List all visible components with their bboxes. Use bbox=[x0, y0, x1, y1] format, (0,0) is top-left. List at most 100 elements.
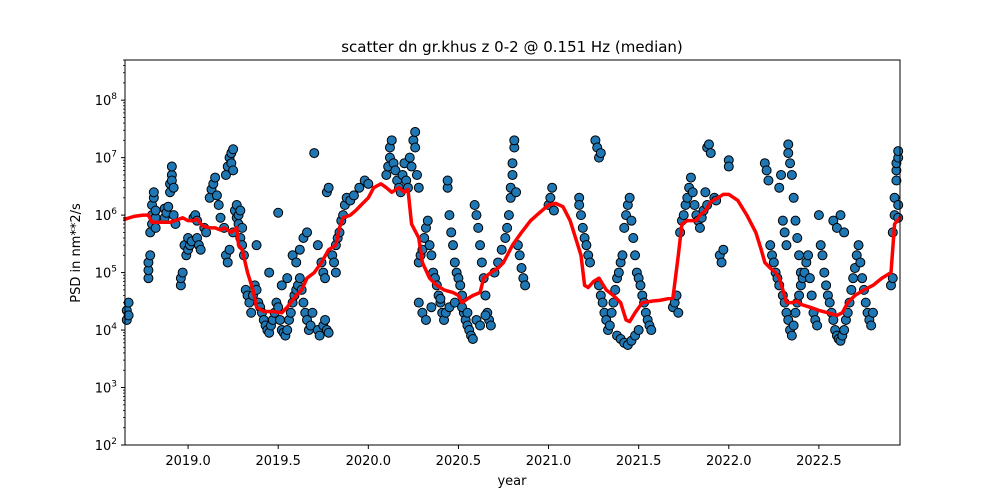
scatter-point bbox=[467, 333, 478, 344]
scatter-point bbox=[585, 257, 595, 268]
scatter-point bbox=[496, 244, 507, 255]
scatter-point bbox=[824, 297, 835, 308]
scatter-point bbox=[718, 244, 729, 255]
scatter-point bbox=[282, 273, 293, 284]
scatter-point bbox=[320, 314, 331, 325]
scatter-point bbox=[887, 273, 898, 284]
scatter-point bbox=[608, 297, 619, 308]
scatter-point bbox=[855, 257, 866, 268]
scatter-point bbox=[291, 257, 302, 268]
x-tick-label: 2021.0 bbox=[526, 454, 572, 469]
scatter-point bbox=[817, 250, 828, 261]
scatter-point bbox=[786, 330, 797, 341]
scatter-point bbox=[689, 199, 700, 210]
x-tick-label: 2019.0 bbox=[165, 454, 211, 469]
scatter-point bbox=[302, 227, 313, 238]
scatter-point bbox=[462, 307, 473, 318]
scatter-point bbox=[237, 222, 248, 233]
scatter-point bbox=[604, 320, 615, 331]
x-tick-label: 2022.5 bbox=[796, 454, 842, 469]
y-tick-label: 107 bbox=[95, 150, 117, 167]
scatter-point bbox=[294, 273, 305, 284]
chart-title: scatter dn gr.khus z 0-2 @ 0.151 Hz (med… bbox=[341, 38, 683, 56]
scatter-point bbox=[705, 148, 716, 159]
scatter-point bbox=[839, 325, 850, 336]
plot-frame bbox=[124, 59, 901, 446]
scatter-point bbox=[617, 250, 628, 261]
scatter-point bbox=[305, 320, 316, 331]
scatter-point bbox=[831, 222, 842, 233]
scatter-point bbox=[471, 210, 482, 221]
scatter-point bbox=[785, 158, 796, 169]
scatter-point bbox=[449, 297, 460, 308]
scatter-point bbox=[480, 310, 491, 321]
scatter-point bbox=[581, 240, 592, 251]
scatter-point bbox=[813, 210, 824, 221]
scatter-point bbox=[168, 182, 179, 193]
scatter-point bbox=[448, 240, 459, 251]
y-tick-label: 106 bbox=[95, 207, 118, 224]
scatter-point bbox=[548, 205, 559, 216]
scatter-point bbox=[246, 307, 257, 318]
scatter-point bbox=[507, 169, 518, 180]
scatter-point bbox=[348, 190, 359, 201]
scatter-point bbox=[613, 267, 624, 278]
scatter-point bbox=[275, 314, 285, 325]
scatter-point bbox=[475, 320, 486, 331]
scatter-point bbox=[626, 215, 637, 226]
scatter-point bbox=[511, 187, 522, 198]
scatter-point bbox=[761, 165, 772, 176]
scatter-point bbox=[435, 293, 446, 304]
scatter-point bbox=[646, 325, 657, 336]
scatter-point bbox=[413, 297, 424, 308]
scatter-point bbox=[502, 222, 513, 233]
scatter-point bbox=[819, 267, 830, 278]
scatter-point bbox=[792, 232, 803, 243]
scatter-point bbox=[776, 169, 787, 180]
scatter-point bbox=[794, 290, 805, 301]
scatter-point bbox=[575, 210, 586, 221]
scatter-point bbox=[210, 172, 221, 183]
scatter-point bbox=[846, 284, 857, 295]
scatter-point bbox=[839, 227, 850, 238]
scatter-point bbox=[503, 210, 514, 221]
scatter-point bbox=[213, 199, 224, 210]
scatter-point bbox=[788, 192, 799, 203]
scatter-point bbox=[606, 307, 617, 318]
scatter-point bbox=[806, 290, 817, 301]
scatter-point bbox=[455, 280, 466, 291]
scatter-point bbox=[893, 146, 904, 157]
scatter-point bbox=[633, 325, 644, 336]
scatter-point bbox=[507, 158, 518, 169]
scatter-point bbox=[195, 244, 206, 255]
scatter-point bbox=[687, 187, 698, 198]
scatter-point bbox=[276, 280, 287, 291]
scatter-point bbox=[574, 199, 585, 210]
scatter-point bbox=[166, 161, 177, 172]
scatter-point bbox=[469, 199, 480, 210]
scatter-point bbox=[509, 135, 520, 146]
y-tick-label: 105 bbox=[95, 265, 117, 282]
scatter-point bbox=[426, 250, 437, 261]
x-tick-label: 2020.0 bbox=[346, 454, 392, 469]
scatter-point bbox=[323, 182, 334, 193]
scatter-point bbox=[781, 240, 792, 251]
scatter-point bbox=[312, 240, 323, 251]
scatter-point bbox=[763, 175, 774, 186]
scatter-point bbox=[307, 307, 318, 318]
scatter-point bbox=[783, 148, 794, 159]
scatter-point bbox=[177, 267, 188, 278]
scatter-point bbox=[228, 144, 239, 155]
scatter-point bbox=[215, 212, 226, 223]
scatter-point bbox=[893, 199, 904, 210]
scatter-point bbox=[678, 210, 689, 221]
scatter-point bbox=[323, 327, 334, 338]
scatter-point bbox=[703, 139, 714, 150]
scatter-point bbox=[163, 201, 174, 212]
scatter-point bbox=[716, 257, 727, 268]
y-tick-label: 102 bbox=[95, 437, 117, 454]
scatter-point bbox=[420, 314, 431, 325]
scatter-point bbox=[774, 182, 785, 193]
scatter-point bbox=[444, 210, 455, 221]
